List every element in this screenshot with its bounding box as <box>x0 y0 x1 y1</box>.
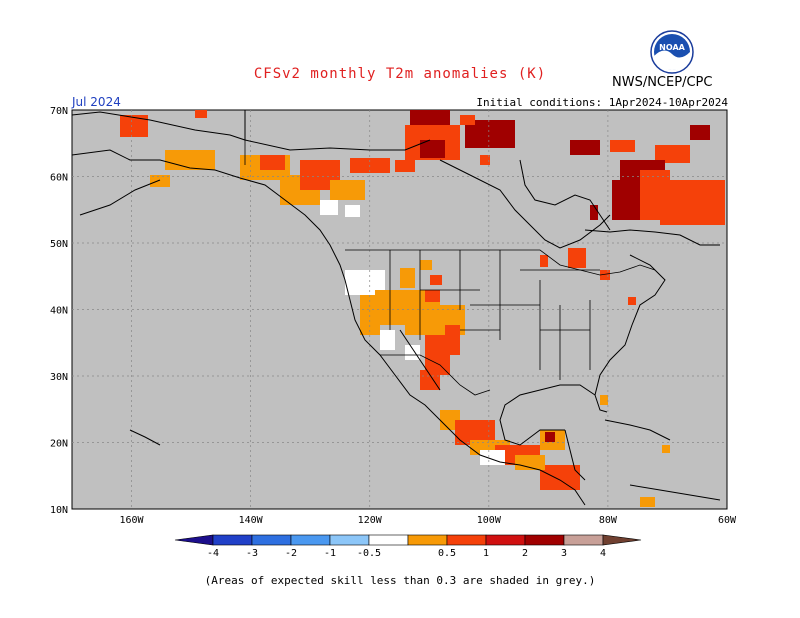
anom-patch <box>530 455 545 470</box>
colorbar-label: -2 <box>285 548 297 559</box>
anom-patch <box>545 432 555 442</box>
anom-patch <box>395 160 415 172</box>
colorbar-label: -3 <box>246 548 258 559</box>
anom-patch <box>460 115 475 125</box>
lat-tick-label: 30N <box>50 372 68 383</box>
valid-month: Jul 2024 <box>72 95 121 109</box>
anom-patch <box>660 180 725 225</box>
lon-tick-label: 140W <box>239 515 264 526</box>
anom-patch <box>690 125 710 140</box>
colorbar-segment <box>368 534 409 546</box>
lon-tick-label: 80W <box>599 515 618 526</box>
lat-tick-label: 20N <box>50 439 68 450</box>
anom-patch <box>375 290 410 325</box>
lon-tick-label: 60W <box>718 515 737 526</box>
anom-patch <box>260 155 285 170</box>
colorbar-left-arrow <box>174 534 214 546</box>
anom-patch <box>420 260 432 270</box>
colorbar-label: 4 <box>600 548 606 559</box>
anom-patch <box>655 145 690 163</box>
colorbar-segment <box>251 534 292 546</box>
anom-patch <box>570 140 600 155</box>
lon-tick-label: 120W <box>358 515 383 526</box>
anom-patch <box>430 275 442 285</box>
anom-patch <box>120 115 148 137</box>
anom-patch <box>612 180 642 220</box>
anom-patch <box>480 450 505 465</box>
anom-patch <box>662 445 670 453</box>
lat-tick-label: 50N <box>50 239 68 250</box>
colorbar-label: -0.5 <box>357 548 381 559</box>
anom-patch <box>640 497 655 507</box>
anom-patch <box>540 255 548 267</box>
anom-patch <box>195 110 207 118</box>
lat-tick-label: 60N <box>50 173 68 184</box>
chart-title: CFSv2 monthly T2m anomalies (K) <box>253 66 547 82</box>
anom-patch <box>425 290 440 302</box>
political-borders <box>244 110 656 396</box>
colorbar-label: -4 <box>207 548 219 559</box>
anom-patch <box>165 150 215 170</box>
lat-tick-label: 70N <box>50 106 68 117</box>
colorbar-segment <box>407 534 448 546</box>
footnote: (Areas of expected skill less than 0.3 a… <box>204 574 596 587</box>
longitude-labels: 160W 140W 120W 100W 80W 60W <box>119 515 737 526</box>
anom-patch <box>405 345 420 360</box>
anom-patch <box>150 175 170 187</box>
colorbar-label: -1 <box>324 548 336 559</box>
anom-patch <box>345 205 360 217</box>
lat-tick-label: 40N <box>50 306 68 317</box>
colorbar-segment <box>290 534 331 546</box>
svg-text:NOAA: NOAA <box>659 43 685 52</box>
lat-tick-label: 10N <box>50 505 68 516</box>
anom-patch <box>420 370 440 390</box>
anom-patch <box>400 268 415 288</box>
anom-patch <box>628 297 636 305</box>
colorbar-label: 3 <box>561 548 567 559</box>
anom-patch <box>610 140 635 152</box>
anom-patch <box>600 395 608 405</box>
anom-patch <box>320 200 338 215</box>
colorbar-segment <box>563 534 604 546</box>
coastlines <box>71 110 721 506</box>
gridlines <box>72 110 727 509</box>
anomaly-shading <box>120 110 725 507</box>
anom-patch <box>590 205 598 220</box>
colorbar-segment <box>329 534 370 546</box>
colorbar-right-arrow <box>602 534 642 546</box>
anom-patch <box>480 155 490 165</box>
anom-patch <box>330 180 365 200</box>
anom-patch <box>568 248 586 268</box>
anom-patch <box>425 335 450 375</box>
anom-patch <box>420 140 445 158</box>
colorbar-segment <box>446 534 487 546</box>
colorbar-label: 1 <box>483 548 489 559</box>
colorbar-segment <box>485 534 526 546</box>
colorbar-label: 2 <box>522 548 528 559</box>
anom-patch <box>410 110 450 125</box>
colorbar-segment <box>212 534 253 546</box>
noaa-logo: NOAA <box>650 30 694 74</box>
anom-patch <box>380 330 395 350</box>
colorbar: -4 -3 -2 -1 -0.5 0.5 1 2 3 4 <box>174 534 642 559</box>
lon-tick-label: 160W <box>119 515 144 526</box>
agency-label: NWS/NCEP/CPC <box>612 75 713 90</box>
anom-patch <box>600 270 610 280</box>
lon-tick-label: 100W <box>477 515 502 526</box>
latitude-labels: 70N 60N 50N 40N 30N 20N 10N <box>50 106 68 516</box>
colorbar-label: 0.5 <box>438 548 456 559</box>
initial-conditions: Initial conditions: 1Apr2024-10Apr2024 <box>476 96 728 109</box>
anom-patch <box>540 465 580 490</box>
colorbar-segment <box>524 534 565 546</box>
